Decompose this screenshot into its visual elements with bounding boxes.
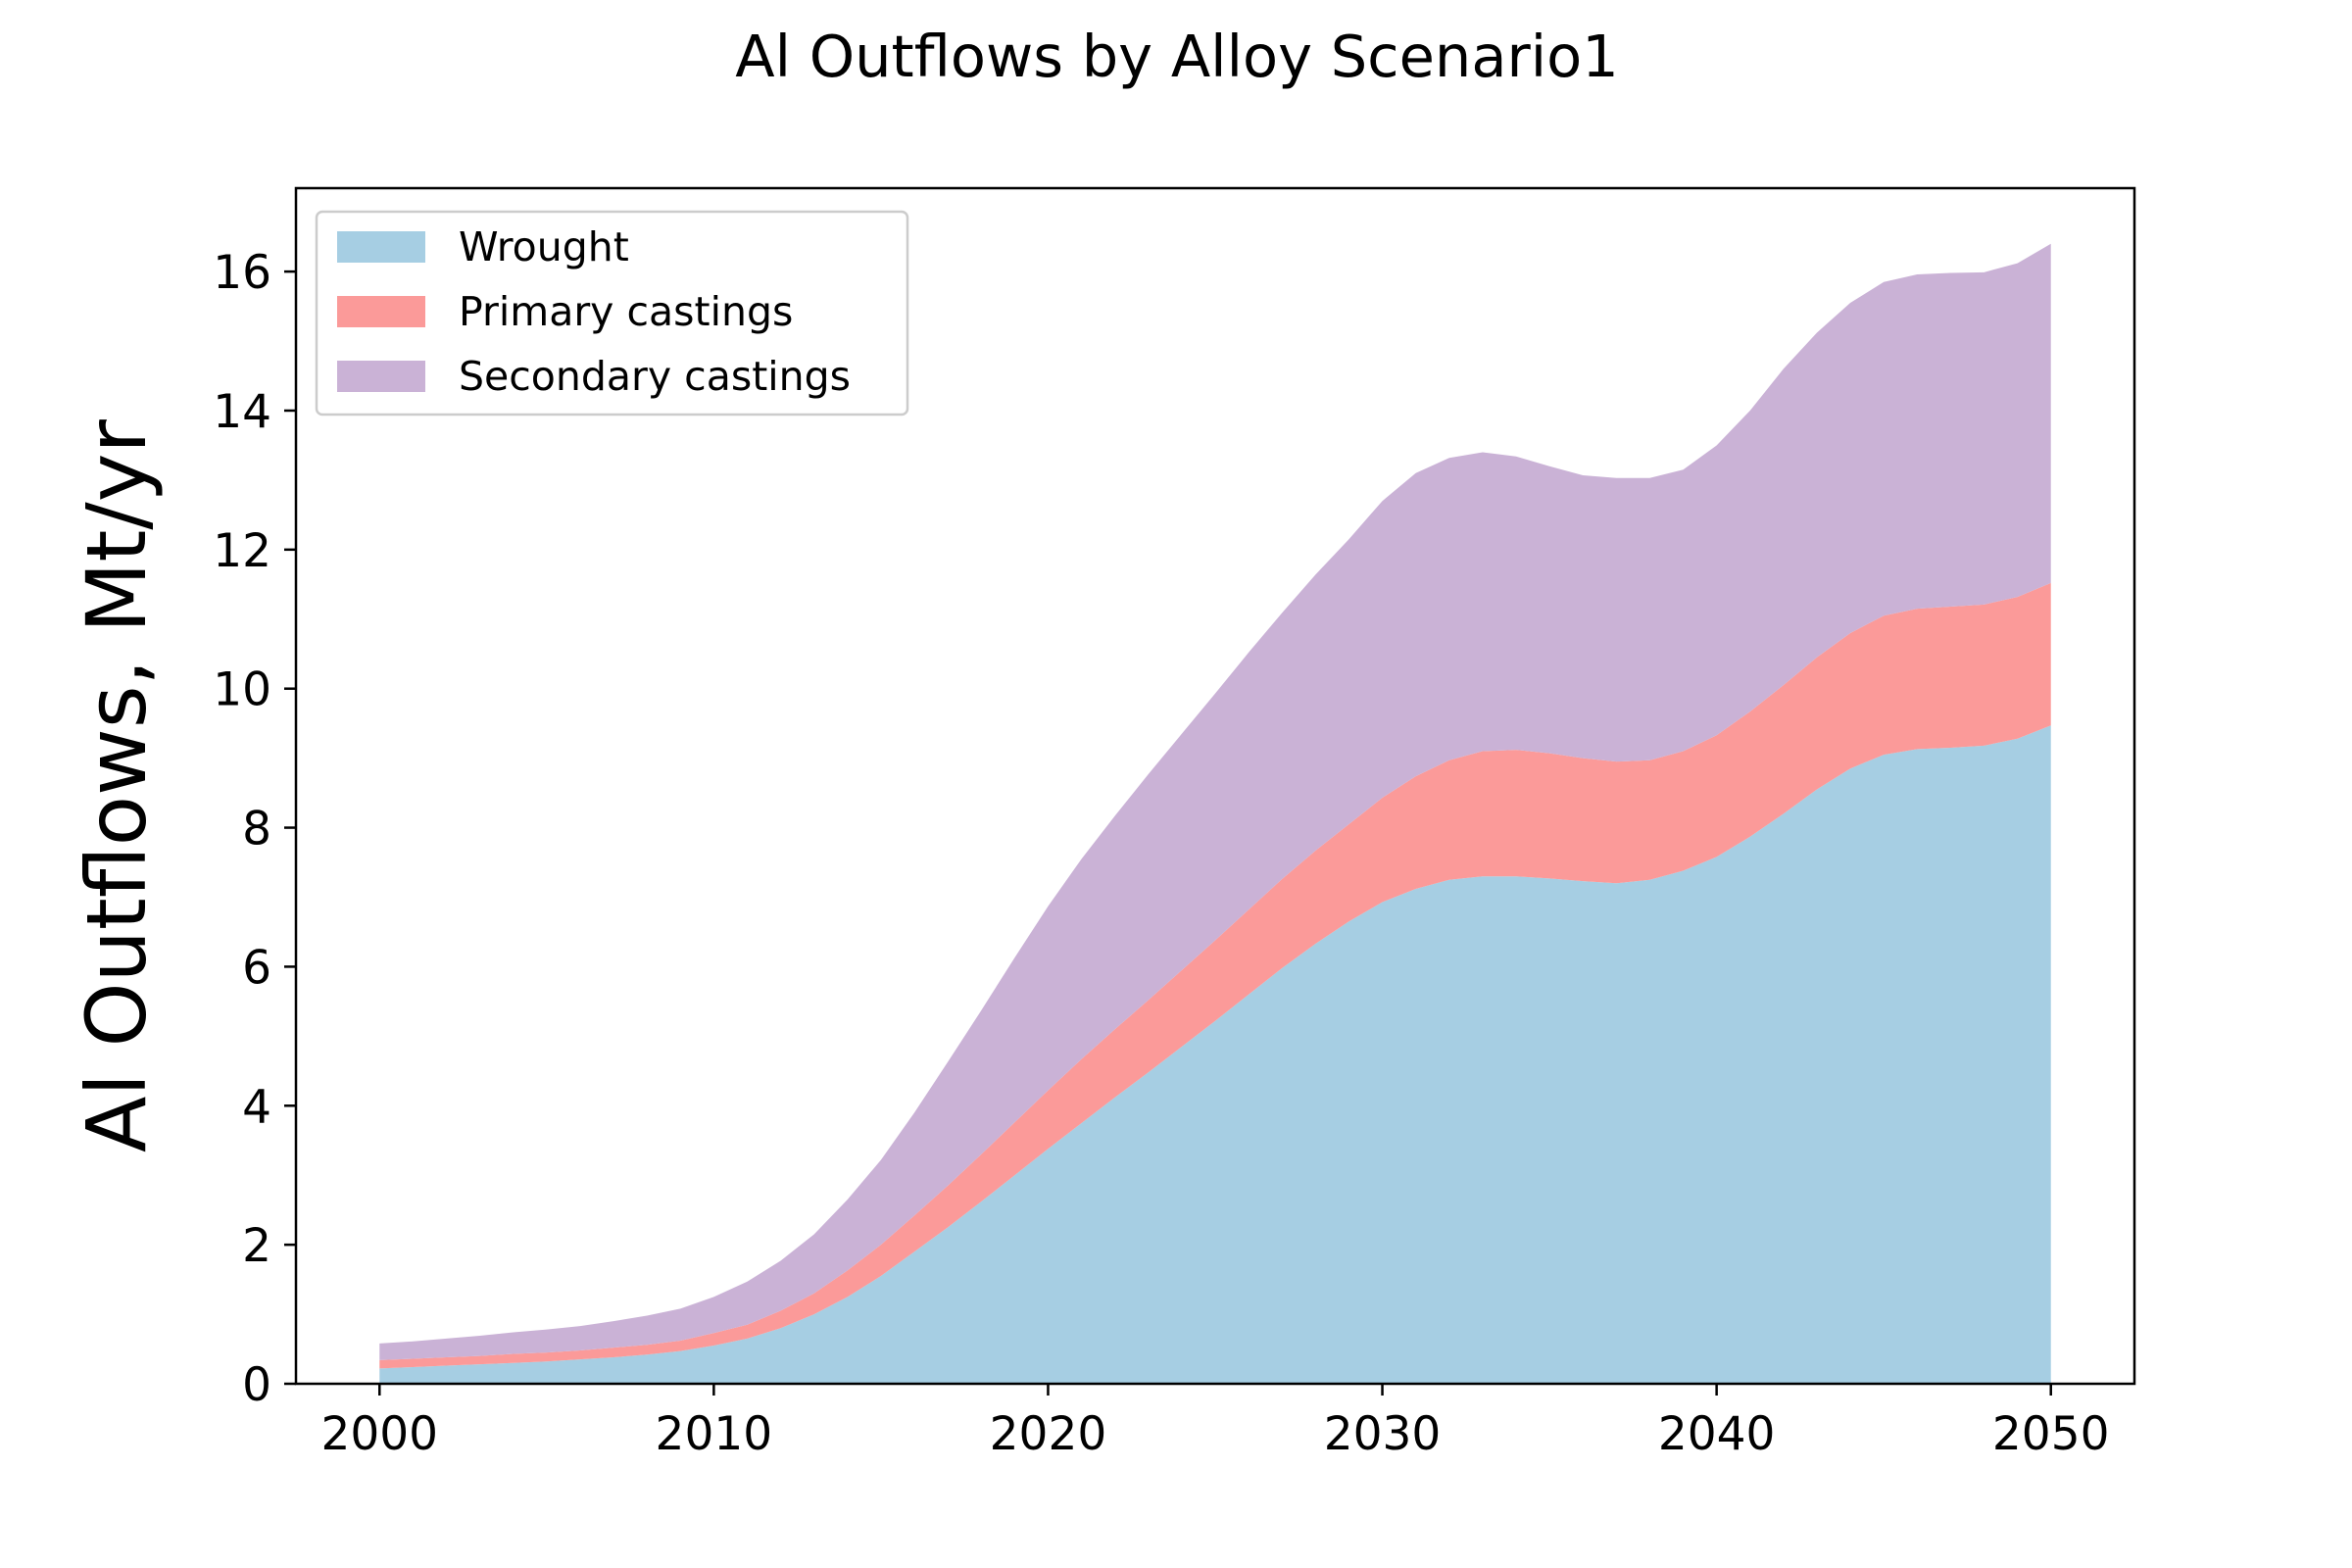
y-axis: 0 2 4 6 8 10 12 14 16 xyxy=(213,246,296,1412)
y-tick-label: 6 xyxy=(242,941,271,995)
x-tick-label: 2030 xyxy=(1324,1407,1442,1461)
x-axis: 2000 2010 2020 2030 2040 2050 xyxy=(320,1384,2110,1461)
y-tick-label: 12 xyxy=(213,524,271,578)
x-tick-label: 2020 xyxy=(990,1407,1107,1461)
plot-frame xyxy=(294,186,2136,1386)
y-tick-label: 4 xyxy=(242,1080,271,1134)
y-tick-label: 8 xyxy=(242,803,271,857)
legend-label-2: Secondary castings xyxy=(459,353,851,400)
x-tick-label: 2000 xyxy=(320,1407,438,1461)
x-tick-label: 2010 xyxy=(656,1407,773,1461)
legend-label-0: Wrought xyxy=(459,223,629,270)
legend-swatch-1 xyxy=(337,296,425,327)
y-tick-label: 2 xyxy=(242,1219,271,1273)
y-tick-label: 0 xyxy=(242,1358,271,1412)
x-tick-label: 2050 xyxy=(1992,1407,2110,1461)
y-tick-label: 14 xyxy=(213,385,271,439)
legend-box xyxy=(315,210,909,416)
legend: Wrought Primary castings Secondary casting… xyxy=(315,210,909,416)
area-series-2 xyxy=(379,243,2051,1360)
y-tick-label: 10 xyxy=(213,663,271,717)
legend-swatch-2 xyxy=(337,361,425,392)
y-axis-label: Al Outflows, Mt/yr xyxy=(69,419,165,1152)
chart-title: Al Outflows by Alloy Scenario1 xyxy=(735,23,1619,90)
area-series-1 xyxy=(379,582,2051,1369)
legend-label-1: Primary castings xyxy=(459,288,793,335)
x-tick-label: 2040 xyxy=(1658,1407,1776,1461)
areas-layer xyxy=(379,243,2051,1384)
legend-swatch-0 xyxy=(337,231,425,263)
y-tick-label: 16 xyxy=(213,246,271,300)
area-series-0 xyxy=(379,725,2051,1384)
